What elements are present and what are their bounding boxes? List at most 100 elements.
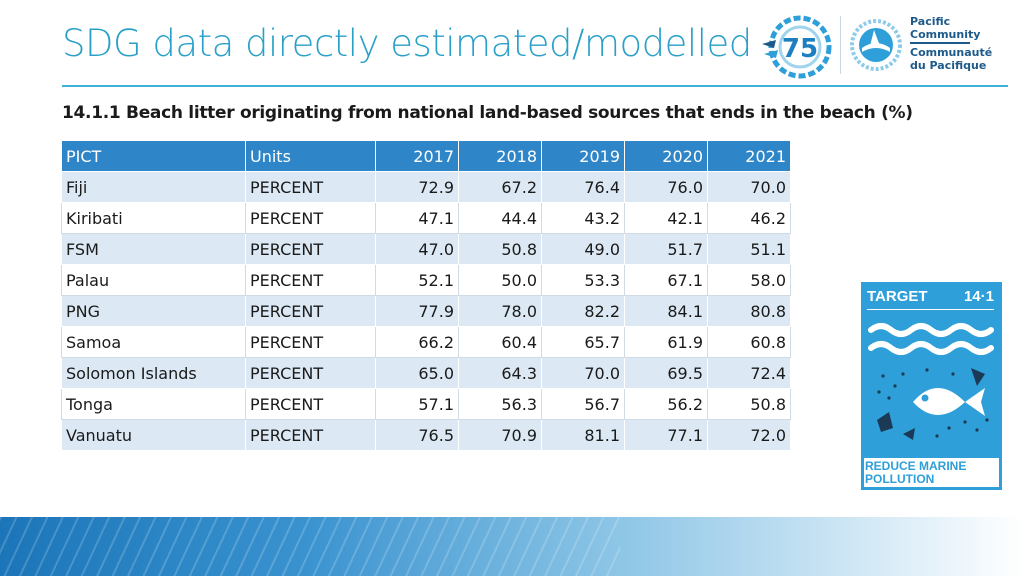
units-cell: PERCENT (245, 388, 376, 420)
table-row: Vanuatu PERCENT 76.5 70.9 81.1 77.1 72.0 (61, 419, 791, 451)
sdg-caption-panel (864, 458, 999, 487)
value-cell: 56.3 (458, 388, 542, 420)
footer-pattern (0, 517, 620, 576)
pict-cell: Fiji (61, 171, 246, 203)
pict-cell: Tonga (61, 388, 246, 420)
pict-cell: Solomon Islands (61, 357, 246, 389)
logo-divider (840, 16, 841, 74)
pacific-community-emblem (850, 19, 902, 71)
pict-cell: Palau (61, 264, 246, 296)
value-cell: 66.2 (375, 326, 459, 358)
value-cell: 56.2 (624, 388, 708, 420)
pict-cell: FSM (61, 233, 246, 265)
header-year: 2017 (375, 140, 459, 172)
pict-cell: Kiribati (61, 202, 246, 234)
value-cell: 52.1 (375, 264, 459, 296)
value-cell: 70.9 (458, 419, 542, 451)
value-cell: 65.7 (541, 326, 625, 358)
value-cell: 67.2 (458, 171, 542, 203)
value-cell: 64.3 (458, 357, 542, 389)
table-row: Kiribati PERCENT 47.1 44.4 43.2 42.1 46.2 (61, 202, 791, 234)
org-name-line-2: Community (910, 28, 981, 41)
value-cell: 69.5 (624, 357, 708, 389)
units-cell: PERCENT (245, 419, 376, 451)
sdg-target-14-1-tile: TARGET 14·1 (861, 282, 1002, 490)
value-cell: 76.5 (375, 419, 459, 451)
sdg-divider (867, 309, 994, 310)
value-cell: 50.8 (707, 388, 791, 420)
units-cell: PERCENT (245, 264, 376, 296)
table-row: FSM PERCENT 47.0 50.8 49.0 51.7 51.1 (61, 233, 791, 265)
value-cell: 72.9 (375, 171, 459, 203)
value-cell: 49.0 (541, 233, 625, 265)
value-cell: 77.9 (375, 295, 459, 327)
slide-subtitle: 14.1.1 Beach litter originating from nat… (62, 103, 913, 123)
value-cell: 44.4 (458, 202, 542, 234)
value-cell: 80.8 (707, 295, 791, 327)
value-cell: 72.0 (707, 419, 791, 451)
value-cell: 84.1 (624, 295, 708, 327)
table-row: Samoa PERCENT 66.2 60.4 65.7 61.9 60.8 (61, 326, 791, 358)
table-row: Tonga PERCENT 57.1 56.3 56.7 56.2 50.8 (61, 388, 791, 420)
header-year: 2021 (707, 140, 791, 172)
table-row: Fiji PERCENT 72.9 67.2 76.4 76.0 70.0 (61, 171, 791, 203)
value-cell: 70.0 (707, 171, 791, 203)
header-year: 2019 (541, 140, 625, 172)
header-units: Units (245, 140, 376, 172)
units-cell: PERCENT (245, 295, 376, 327)
table-header-row: PICT Units 2017 2018 2019 2020 2021 (61, 140, 791, 172)
table-body: Fiji PERCENT 72.9 67.2 76.4 76.0 70.0 Kiribati P… (61, 171, 791, 451)
sdg-header: TARGET 14·1 (867, 287, 994, 307)
value-cell: 56.7 (541, 388, 625, 420)
sdg-target-label: TARGET (867, 288, 928, 305)
value-cell: 67.1 (624, 264, 708, 296)
value-cell: 76.4 (541, 171, 625, 203)
table-row: Solomon Islands PERCENT 65.0 64.3 70.0 69.5 72… (61, 357, 791, 389)
slide-title: SDG data directly estimated/modelled (62, 22, 752, 65)
units-cell: PERCENT (245, 357, 376, 389)
units-cell: PERCENT (245, 202, 376, 234)
anniversary-number: 75 (782, 34, 818, 64)
footer-gradient-band (0, 517, 1024, 576)
value-cell: 78.0 (458, 295, 542, 327)
units-cell: PERCENT (245, 171, 376, 203)
org-name-fr-line-1: Communauté (910, 46, 993, 59)
value-cell: 50.8 (458, 233, 542, 265)
value-cell: 42.1 (624, 202, 708, 234)
value-cell: 58.0 (707, 264, 791, 296)
title-underline (62, 85, 1008, 87)
sdg-caption: REDUCE MARINE POLLUTION (865, 460, 1000, 486)
header-year: 2020 (624, 140, 708, 172)
beach-litter-table: PICT Units 2017 2018 2019 2020 2021 Fiji… (61, 140, 791, 451)
sdg-target-number: 14·1 (963, 288, 994, 305)
value-cell: 53.3 (541, 264, 625, 296)
pacific-community-wordmark: Pacific Community Communauté du Pacifiqu… (910, 15, 992, 72)
units-cell: PERCENT (245, 326, 376, 358)
value-cell: 50.0 (458, 264, 542, 296)
value-cell: 47.1 (375, 202, 459, 234)
anniversary-75-logo: 75 (762, 15, 832, 79)
pict-cell: PNG (61, 295, 246, 327)
value-cell: 81.1 (541, 419, 625, 451)
value-cell: 72.4 (707, 357, 791, 389)
value-cell: 51.7 (624, 233, 708, 265)
header-pict: PICT (61, 140, 246, 172)
value-cell: 60.4 (458, 326, 542, 358)
header-year: 2018 (458, 140, 542, 172)
value-cell: 82.2 (541, 295, 625, 327)
value-cell: 65.0 (375, 357, 459, 389)
units-cell: PERCENT (245, 233, 376, 265)
value-cell: 76.0 (624, 171, 708, 203)
value-cell: 43.2 (541, 202, 625, 234)
value-cell: 77.1 (624, 419, 708, 451)
org-name-fr-line-2: du Pacifique (910, 59, 987, 72)
pict-cell: Samoa (61, 326, 246, 358)
fish-in-polluted-water-icon (868, 323, 994, 440)
sdg-caption-line-2: POLLUTION (865, 472, 935, 486)
value-cell: 57.1 (375, 388, 459, 420)
value-cell: 46.2 (707, 202, 791, 234)
sdg-caption-line-1: REDUCE MARINE (865, 459, 967, 473)
value-cell: 60.8 (707, 326, 791, 358)
org-name-line-1: Pacific (910, 15, 951, 28)
table-row: PNG PERCENT 77.9 78.0 82.2 84.1 80.8 (61, 295, 791, 327)
